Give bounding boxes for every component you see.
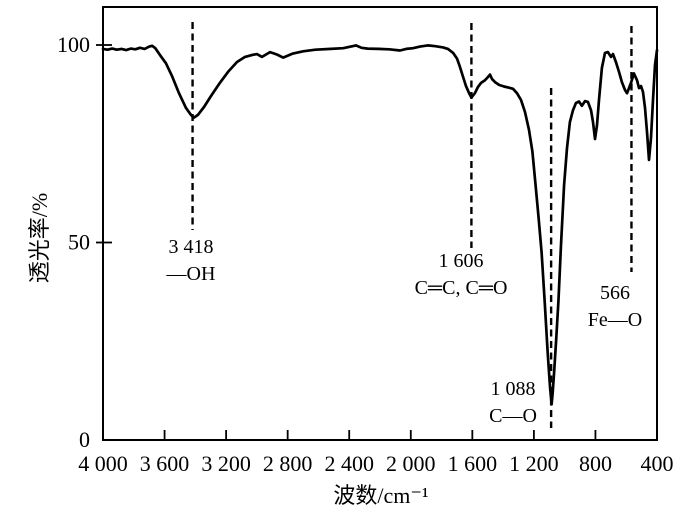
annotation-1088: 1 088 C—O [489,376,537,430]
y-tick-label: 0 [79,427,90,452]
annotation-1606-assignment: C═C, C═O [414,277,508,299]
plot-frame [102,6,658,441]
annotation-3418-assignment: —OH [166,263,216,285]
y-tick-label: 100 [57,32,90,57]
x-tick-label: 2 000 [386,451,436,476]
x-tick-label: 800 [579,451,612,476]
annotation-1606-value: 1 606 [438,250,484,272]
x-tick-label: 2 400 [324,451,374,476]
x-tick-label: 1 600 [448,451,498,476]
x-axis-title: 波数/cm⁻¹ [333,483,429,508]
x-tick-label: 1 200 [509,451,559,476]
y-tick-label: 50 [68,230,90,255]
x-tick-label: 2 800 [263,451,313,476]
annotation-3418: 3 418 —OH [167,234,216,288]
annotation-566-value: 566 [599,282,630,304]
annotation-1606: 1 606 C═C, C═O [415,248,508,302]
spectrum-curve [101,44,659,406]
annotation-3418-value: 3 418 [168,236,214,258]
y-axis-title: 透光率/% [27,192,52,284]
x-tick-label: 3 600 [140,451,190,476]
annotation-1088-value: 1 088 [490,378,536,400]
annotation-1088-assignment: C—O [489,405,537,427]
annotation-566: 566 Fe—O [588,280,642,334]
x-tick-label: 4 000 [78,451,128,476]
annotation-566-assignment: Fe—O [587,309,643,331]
x-tick-label: 3 200 [201,451,251,476]
x-tick-label: 400 [641,451,674,476]
